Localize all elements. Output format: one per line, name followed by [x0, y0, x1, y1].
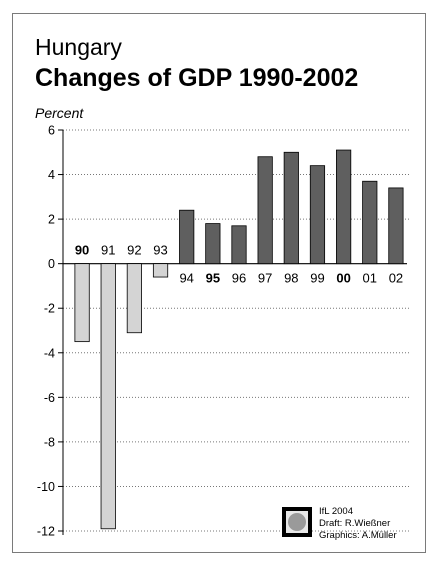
bar	[336, 149, 352, 265]
y-tick-label: 0	[48, 257, 55, 271]
x-tick-label: 94	[179, 271, 193, 286]
bar	[100, 263, 116, 530]
x-tick-label: 96	[232, 271, 246, 286]
x-tick-label: 97	[258, 271, 272, 286]
credits: IfL 2004 Draft: R.Wießner Graphics: A.Mü…	[282, 506, 397, 541]
y-tick-label: -6	[44, 391, 55, 405]
x-tick-label: 90	[75, 243, 89, 258]
bar	[205, 223, 221, 265]
credit-graphics: Graphics: A.Müller	[319, 530, 397, 541]
y-axis-label: Percent	[35, 105, 84, 121]
bar	[388, 187, 404, 265]
country-title: Hungary	[35, 34, 122, 60]
globe-icon	[288, 513, 306, 531]
bar	[74, 263, 90, 343]
x-tick-label: 95	[206, 271, 220, 286]
y-tick-label: 6	[48, 124, 55, 138]
x-tick-label: 91	[101, 243, 115, 258]
x-tick-label: 01	[363, 271, 377, 286]
bar	[231, 225, 247, 265]
credit-draft: Draft: R.Wießner	[319, 518, 390, 529]
x-tick-labels: 90 91 92 93 94 95 96 97 98 99 00 01 02	[75, 243, 403, 286]
bar	[362, 180, 378, 265]
y-tick-label: -8	[44, 435, 55, 449]
bar	[126, 263, 142, 334]
bars	[74, 149, 404, 530]
y-tick-label: 2	[48, 213, 55, 227]
x-tick-label: 00	[336, 271, 350, 286]
bar	[152, 263, 169, 278]
bar	[283, 151, 299, 265]
bar	[257, 156, 273, 265]
x-tick-label: 02	[389, 271, 403, 286]
chart-title: Changes of GDP 1990-2002	[35, 64, 359, 92]
bar	[179, 209, 195, 265]
x-tick-label: 99	[310, 271, 324, 286]
x-tick-label: 93	[153, 243, 167, 258]
y-tick-label: 4	[48, 168, 55, 182]
y-tick-label: -4	[44, 346, 55, 360]
y-tick-label: -2	[44, 302, 55, 316]
y-tick-label: -10	[37, 480, 55, 494]
x-tick-label: 98	[284, 271, 298, 286]
bar	[309, 165, 326, 265]
y-tick-label: -12	[37, 525, 55, 539]
y-tick-labels: 6 4 2 0 -2 -4 -6 -8 -10 -12	[37, 124, 55, 539]
x-tick-label: 92	[127, 243, 141, 258]
credit-institute: IfL 2004	[319, 506, 353, 517]
